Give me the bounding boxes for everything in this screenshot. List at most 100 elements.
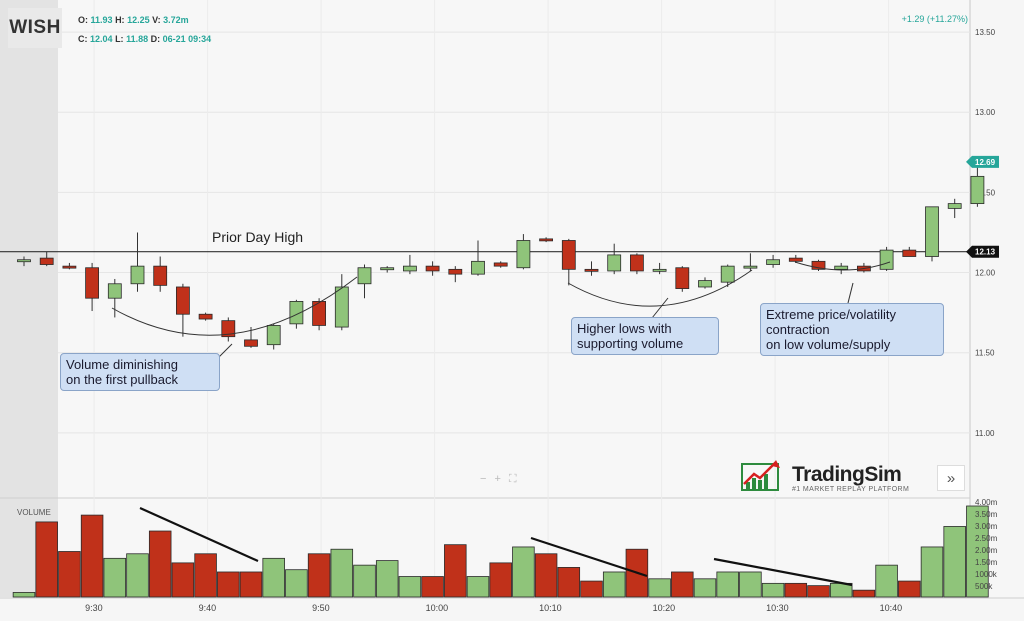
volume-bar (739, 571, 762, 598)
candle-body (698, 280, 712, 288)
candle-body (448, 268, 463, 275)
volume-bar (648, 578, 671, 598)
candle-body (471, 260, 485, 275)
date-key: D: (150, 34, 161, 44)
candle-body (788, 257, 803, 262)
annotation-volume-pullback: Volume diminishing on the first pullback (60, 353, 220, 391)
volume-bar (285, 569, 308, 598)
candle-body (675, 267, 690, 289)
candle-body (539, 238, 553, 242)
low-key: L: (115, 34, 124, 44)
volume-tick-label: 2.50m (975, 534, 998, 543)
volume-bar (330, 548, 354, 598)
candle-body (380, 267, 395, 271)
ohlc-row-bottom: C: 12.04 L: 11.88 D: 06-21 09:34 (78, 34, 211, 44)
volume-tick-label: 3.50m (975, 510, 998, 519)
contraction-pointer (847, 282, 854, 304)
ticker-symbol: WISH (8, 8, 62, 48)
volume-bar (35, 521, 58, 598)
volume-bar (943, 526, 966, 598)
last-price-tag-text: 12.69 (975, 158, 996, 167)
price-tick-label: 13.50 (975, 28, 996, 37)
time-tick-label: 10:00 (426, 603, 449, 613)
volume-bar (217, 571, 240, 598)
prior-high-tag (966, 245, 999, 258)
zoom-controls: − + ⛶ (480, 473, 517, 486)
volume-bar (716, 571, 739, 598)
contraction-arc (794, 261, 891, 271)
candle-body (198, 313, 213, 320)
candle-body (743, 265, 758, 269)
time-tick-label: 10:40 (880, 603, 903, 613)
candle-body (266, 325, 281, 346)
volume-bar (602, 571, 626, 598)
candle-body (357, 267, 372, 285)
volume-tick-label: 1.50m (975, 558, 998, 567)
candle-body (244, 339, 258, 347)
candle-body (561, 240, 576, 270)
zoom-out-button[interactable]: − (480, 473, 487, 485)
volume-bar (194, 553, 217, 598)
volume-bar (444, 544, 467, 598)
candle-body (811, 260, 826, 270)
close-value: 12.04 (90, 34, 113, 44)
candle-body (153, 265, 168, 286)
volume-bar (580, 580, 603, 598)
candle-body (879, 249, 894, 270)
volume-bar (148, 530, 172, 598)
volume-bar (784, 582, 808, 598)
volume-bar (898, 580, 921, 598)
candle-body (902, 249, 917, 257)
price-change: +1.29 (+11.27%) (901, 14, 968, 24)
volume-bar (693, 578, 717, 598)
volume-tick-label: 500k (975, 582, 993, 591)
candle-body (766, 259, 780, 265)
high-key: H: (115, 15, 125, 25)
volume-bar (489, 562, 512, 598)
volume-trendline-1 (139, 506, 259, 563)
brand-name: TradingSim (792, 463, 902, 486)
volume-bar (807, 585, 830, 598)
plot-area (58, 0, 970, 597)
annotation-higher-lows: Higher lows with supporting volume (571, 317, 719, 355)
volume-bar (58, 551, 81, 598)
zoom-in-button[interactable]: + (494, 473, 501, 485)
tradingsim-logo: TradingSim (740, 458, 902, 492)
volume-value: 3.72m (163, 15, 189, 25)
candle-body (39, 257, 54, 265)
volume-bar (966, 505, 989, 598)
candle-body (334, 286, 349, 328)
expand-panel-button[interactable]: » (937, 465, 965, 491)
candle-body (175, 286, 190, 315)
time-tick-label: 10:30 (766, 603, 789, 613)
candle-body (289, 301, 304, 325)
price-tick-label: 13.00 (975, 108, 996, 117)
price-tick-label: 12.00 (975, 269, 996, 278)
volume-bar (466, 576, 490, 598)
pullback-pointer (217, 343, 233, 359)
candle-body (221, 320, 236, 338)
volume-bar (239, 571, 263, 598)
time-tick-label: 9:40 (199, 603, 217, 613)
fullscreen-button[interactable]: ⛶ (508, 473, 517, 485)
candle-body (970, 175, 985, 205)
candle-body (493, 262, 508, 267)
candle-body (62, 265, 77, 269)
higher-lows-arc (567, 269, 753, 307)
volume-bar (12, 592, 36, 598)
time-tick-label: 10:20 (653, 603, 676, 613)
prior-day-high-label: Prior Day High (212, 229, 304, 245)
volume-bar (671, 571, 694, 598)
volume-trendline-3 (713, 557, 853, 587)
candle-body (834, 265, 849, 270)
candle-body (720, 265, 735, 283)
volume-bar (262, 557, 285, 598)
volume-bar (534, 553, 558, 598)
volume-bar (761, 582, 785, 598)
volume-pane-label: VOLUME (17, 508, 51, 517)
candle-body (402, 265, 417, 272)
volume-bar (512, 546, 535, 598)
candle-body (425, 265, 440, 272)
time-tick-label: 9:30 (85, 603, 103, 613)
